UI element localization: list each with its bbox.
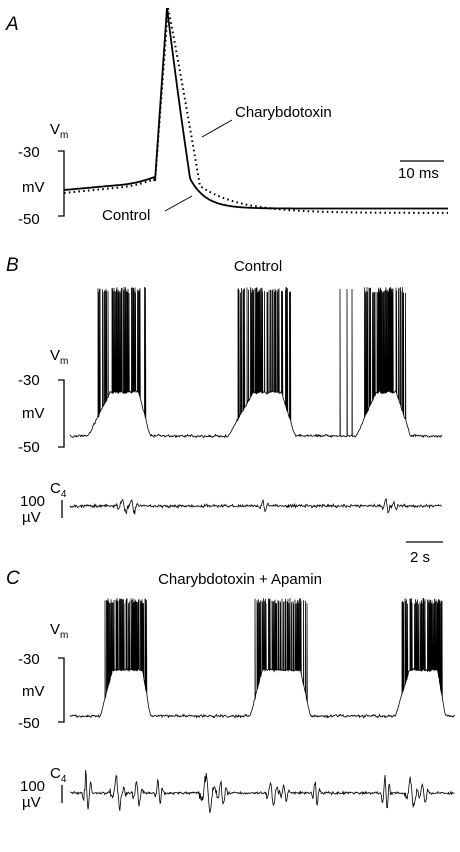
panel-c-vm-scale-bar: [58, 657, 65, 723]
panel-b-time-label: 2 s: [410, 549, 430, 566]
panel-b-c4-trace: [69, 498, 442, 515]
label-charybdotoxin: Charybdotoxin: [235, 104, 332, 121]
panel-b: B Control Vm -30 mV -50 C4 100 µV 2 s: [6, 255, 443, 566]
pointer-control: [164, 195, 193, 212]
panel-c: C Charybdotoxin + Apamin Vm -30 mV -50 C…: [6, 568, 456, 814]
panel-c-c4-bottom: µV: [22, 794, 41, 811]
trace-control: [63, 7, 448, 210]
panel-a-letter: A: [5, 14, 19, 35]
panel-b-c4-bottom: µV: [22, 509, 41, 526]
panel-b-c4-top: 100: [20, 493, 45, 510]
panel-c-c4-top: 100: [20, 778, 45, 795]
panel-b-letter: B: [6, 255, 19, 276]
panel-c-unit: mV: [22, 683, 45, 700]
panel-b-tick-bottom: -50: [18, 439, 40, 456]
panel-b-vm-trace: [69, 286, 443, 439]
panel-c-tick-top: -30: [18, 651, 40, 668]
panel-a-tick-top: -30: [18, 144, 40, 161]
panel-a: A Vm -30 mV -50 Charybdotoxin Control 10…: [5, 7, 448, 228]
panel-b-vm-label: Vm: [50, 347, 68, 367]
panel-b-unit: mV: [22, 405, 45, 422]
trace-charybdotoxin: [63, 7, 448, 214]
label-control: Control: [102, 207, 150, 224]
panel-a-tick-bottom: -50: [18, 211, 40, 228]
panel-c-tick-bottom: -50: [18, 715, 40, 732]
panel-a-vm-label: Vm: [50, 121, 68, 141]
panel-b-c4-label: C4: [50, 480, 67, 500]
panel-c-vm-label: Vm: [50, 621, 68, 641]
panel-c-c4-trace: [69, 769, 455, 814]
panel-b-tick-top: -30: [18, 372, 40, 389]
panel-c-title: Charybdotoxin + Apamin: [158, 571, 322, 588]
panel-c-letter: C: [6, 568, 20, 589]
panel-b-vm-scale-bar: [58, 379, 65, 448]
panel-c-vm-trace: [69, 597, 456, 719]
panel-b-title: Control: [234, 258, 282, 275]
pointer-charybdotoxin: [201, 119, 233, 138]
panel-a-time-label: 10 ms: [398, 165, 439, 182]
panel-a-vm-scale-bar: [58, 150, 65, 217]
panel-a-unit: mV: [22, 179, 45, 196]
panel-c-c4-label: C4: [50, 765, 67, 785]
